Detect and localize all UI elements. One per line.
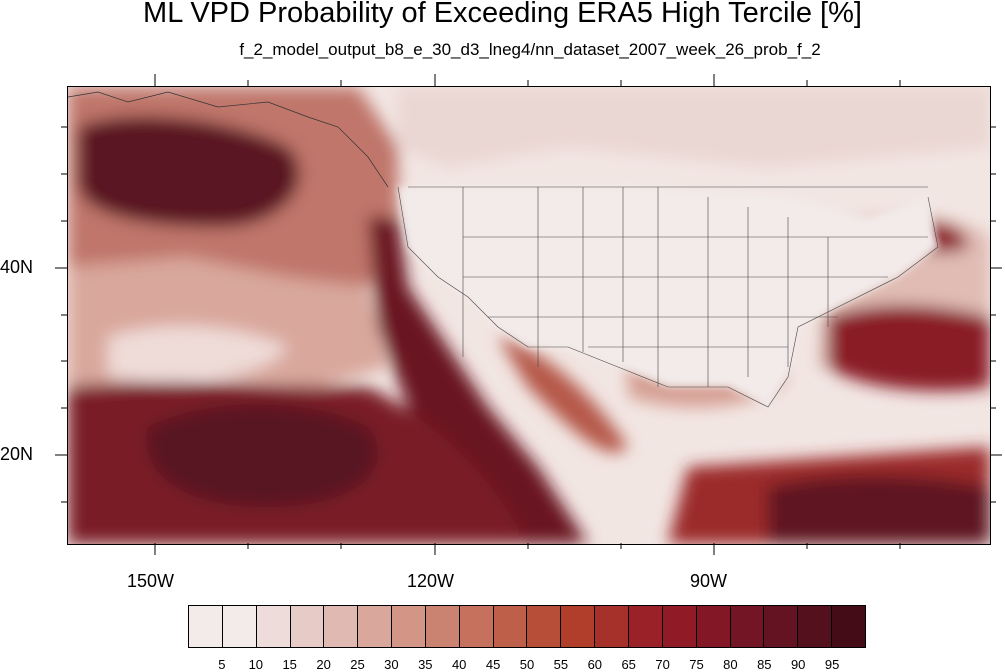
x-tick-label-150w: 150W [127,571,175,591]
probability-field [68,87,990,544]
colorbar-label: 35 [418,657,433,672]
colorbar-cell [290,606,325,647]
conus-land [398,187,938,407]
colorbar-label: 95 [824,657,840,672]
colorbar-label: 45 [485,657,501,672]
colorbar-cell [832,606,865,647]
x-tick-label-90w: 90W [690,571,728,591]
colorbar-label: 65 [621,657,636,672]
colorbar-cell [358,606,393,647]
colorbar-cell [730,606,765,647]
colorbar-cell [189,606,223,647]
colorbar-label: 50 [519,657,535,672]
colorbar-label: 60 [587,657,603,672]
alaska-coastline [68,91,389,188]
colorbar-cell [561,606,596,647]
colorbar-cell [696,606,731,647]
colorbar-label: 10 [248,657,264,672]
x-tick-label-120w: 120W [407,571,455,591]
state-boundaries [397,186,939,408]
y-tick-label-20n: 20N [0,444,34,464]
colorbar-cell [527,606,562,647]
colorbar-label: 30 [384,657,399,672]
colorbar-cell [493,606,528,647]
atlantic-dark-region [828,305,990,391]
chart-title: ML VPD Probability of Exceeding ERA5 Hig… [143,0,862,29]
colorbar-cell [392,606,426,647]
colorbar-label: 70 [655,657,670,672]
colorbar-cell [595,606,629,647]
colorbar-cell [798,606,833,647]
colorbar-cell [662,606,697,647]
colorbar-cell [628,606,663,647]
colorbar-label: 15 [282,657,297,672]
colorbar-label: 55 [553,657,569,672]
colorbar-label: 5 [218,657,226,672]
colorbar-cell [256,606,291,647]
colorbar-label: 20 [316,657,331,672]
map-plot-area [67,86,991,545]
colorbar-cell [764,606,799,647]
colorbar [188,605,866,648]
colorbar-cell [324,606,359,647]
chart-subtitle: f_2_model_output_b8_e_30_d3_lneg4/nn_dat… [239,40,821,59]
colorbar-cell [222,606,257,647]
colorbar-label: 80 [723,657,738,672]
colorbar-cell [425,606,460,647]
colorbar-label: 90 [790,657,806,672]
coastal-band [368,217,588,544]
y-tick-label-40n: 40N [0,257,34,277]
colorbar-label: 25 [350,657,365,672]
colorbar-label: 40 [451,657,467,672]
pacific-north-core [78,116,300,227]
colorbar-label: 75 [689,657,704,672]
colorbar-label: 85 [757,657,772,672]
colorbar-cell [459,606,494,647]
